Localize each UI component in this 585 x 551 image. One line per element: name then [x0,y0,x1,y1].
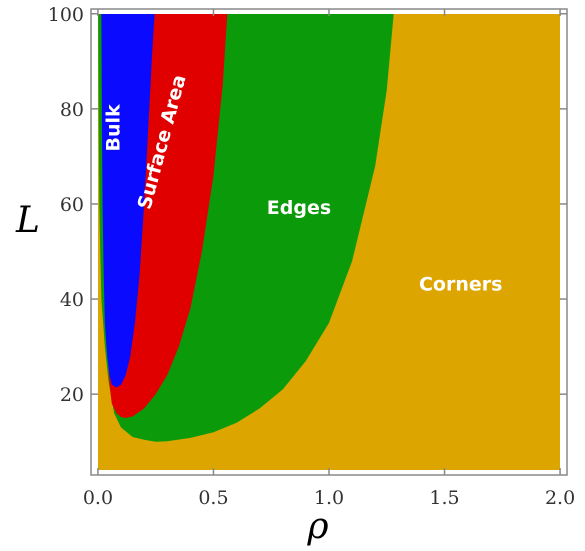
y-tick-label: 20 [60,384,84,406]
x-tick-label: 0.0 [83,487,113,509]
region-bulk-fill [101,14,155,388]
y-axis-label: L [15,200,40,241]
plot-area [98,14,560,470]
x-tick-label: 1.5 [429,487,459,509]
y-tick-label: 100 [48,4,84,26]
x-tick-label: 2.0 [545,487,575,509]
y-tick-label: 40 [60,289,84,311]
y-tick-label: 80 [60,99,84,121]
x-tick-label: 0.5 [198,487,228,509]
region-label-bulk: Bulk [103,104,125,152]
x-axis-label: ρ [306,506,328,547]
y-tick-label: 60 [60,194,84,216]
x-tick-label: 1.0 [314,487,344,509]
region-label-edges: Edges [267,197,331,219]
region-label-corners: Corners [419,273,502,295]
